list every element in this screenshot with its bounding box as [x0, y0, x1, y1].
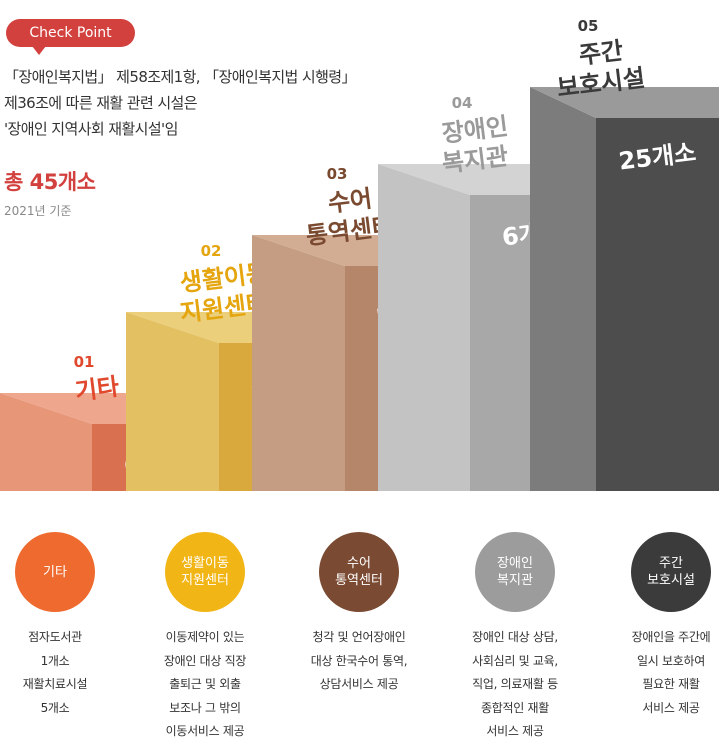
- step-number: 01: [74, 353, 95, 371]
- card-line: 장애인을 주간에: [631, 630, 711, 644]
- card-line: 재활치료시설: [22, 677, 88, 691]
- card-description: 장애인 대상 상담, 사회심리 및 교육, 직업, 의료재활 등 종합적인 재활…: [456, 626, 574, 744]
- category-circle: 주간 보호시설: [631, 532, 711, 612]
- description-line: 제36조에 따른 재활 관련 시설은: [4, 94, 198, 112]
- card-line: 청각 및 언어장애인: [312, 630, 406, 644]
- step-number: 02: [201, 242, 222, 260]
- card-line: 대상 한국수어 통역,: [310, 653, 408, 668]
- card-line: 이동제약이 있는: [165, 630, 245, 644]
- card-line: 점자도서관: [28, 630, 82, 644]
- card-day-care-center: 주간 보호시설 장애인을 주간에 일시 보호하여 필요한 재활 서비스 제공: [612, 532, 719, 720]
- card-description: 점자도서관 1개소 재활치료시설 5개소: [0, 626, 114, 720]
- step-number: 03: [327, 165, 348, 183]
- circle-label: 주간: [659, 556, 683, 571]
- card-line: 이동서비스 제공: [165, 724, 245, 738]
- card-line: 일시 보호하여: [637, 653, 705, 668]
- circle-label: 보호시설: [647, 573, 695, 588]
- category-circle: 장애인 복지관: [475, 532, 555, 612]
- circle-label: 지원센터: [181, 573, 229, 588]
- card-line: 장애인 대상 상담,: [472, 630, 558, 644]
- circle-label: 통역센터: [335, 573, 383, 588]
- total-count: 총 45개소: [4, 170, 96, 194]
- card-description: 청각 및 언어장애인 대상 한국수어 통역, 상담서비스 제공: [300, 626, 418, 697]
- category-title: 주간: [577, 36, 624, 69]
- card-welfare-center: 장애인 복지관 장애인 대상 상담, 사회심리 및 교육, 직업, 의료재활 등…: [456, 532, 574, 744]
- step-side-face: [126, 312, 219, 491]
- step-side-face: [252, 235, 345, 491]
- card-line: 출퇴근 및 외출: [169, 677, 241, 691]
- step-side-face: [378, 164, 470, 491]
- staircase-chart: 6개소01기타4개소02생활이동지원센터4개소03수어통역센터6개소04장애인복…: [0, 17, 719, 491]
- category-title: 수어: [326, 184, 373, 217]
- card-line: 1개소: [40, 653, 70, 668]
- card-line: 사회심리 및 교육,: [472, 653, 558, 668]
- card-line: 직업, 의료재활 등: [472, 677, 558, 691]
- description: 「장애인복지법」 제58조제1항, 「장애인복지법 시행령」 제36조에 따른 …: [4, 64, 357, 142]
- card-line: 필요한 재활: [642, 677, 700, 691]
- category-circle: 기타: [15, 532, 95, 612]
- circle-label: 수어: [347, 556, 371, 571]
- year-note: 2021년 기준: [4, 204, 72, 218]
- card-description: 장애인을 주간에 일시 보호하여 필요한 재활 서비스 제공: [612, 626, 719, 720]
- description-line: 「장애인복지법」 제58조제1항, 「장애인복지법 시행령」: [4, 68, 357, 86]
- step-number: 04: [452, 94, 473, 112]
- card-line: 보조나 그 밖의: [169, 700, 241, 715]
- card-line: 상담서비스 제공: [319, 677, 399, 691]
- category-title: 기타: [73, 372, 120, 405]
- card-line: 5개소: [40, 700, 70, 715]
- card-etc: 기타 점자도서관 1개소 재활치료시설 5개소: [0, 532, 114, 720]
- circle-label: 기타: [43, 564, 67, 580]
- circle-label: 생활이동: [181, 556, 229, 571]
- step-side-face: [0, 393, 92, 491]
- step-top-face: [530, 87, 719, 118]
- step-side-face: [530, 87, 596, 491]
- step-number: 05: [578, 17, 599, 35]
- description-line: '장애인 지역사회 재활시설'임: [4, 120, 178, 138]
- category-circle: 수어 통역센터: [319, 532, 399, 612]
- card-sign-language-center: 수어 통역센터 청각 및 언어장애인 대상 한국수어 통역, 상담서비스 제공: [300, 532, 418, 697]
- card-mobility-center: 생활이동 지원센터 이동제약이 있는 장애인 대상 직장 출퇴근 및 외출 보조…: [146, 532, 264, 744]
- card-line: 장애인 대상 직장: [163, 653, 247, 668]
- circle-label: 장애인: [497, 556, 533, 571]
- check-point-badge: Check Point: [6, 19, 135, 55]
- card-description: 이동제약이 있는 장애인 대상 직장 출퇴근 및 외출 보조나 그 밖의 이동서…: [146, 626, 264, 744]
- card-line: 서비스 제공: [486, 724, 544, 738]
- card-line: 종합적인 재활: [481, 700, 549, 715]
- circle-label: 복지관: [497, 573, 533, 588]
- bar: [596, 118, 719, 491]
- card-line: 서비스 제공: [642, 700, 700, 715]
- category-circle: 생활이동 지원센터: [165, 532, 245, 612]
